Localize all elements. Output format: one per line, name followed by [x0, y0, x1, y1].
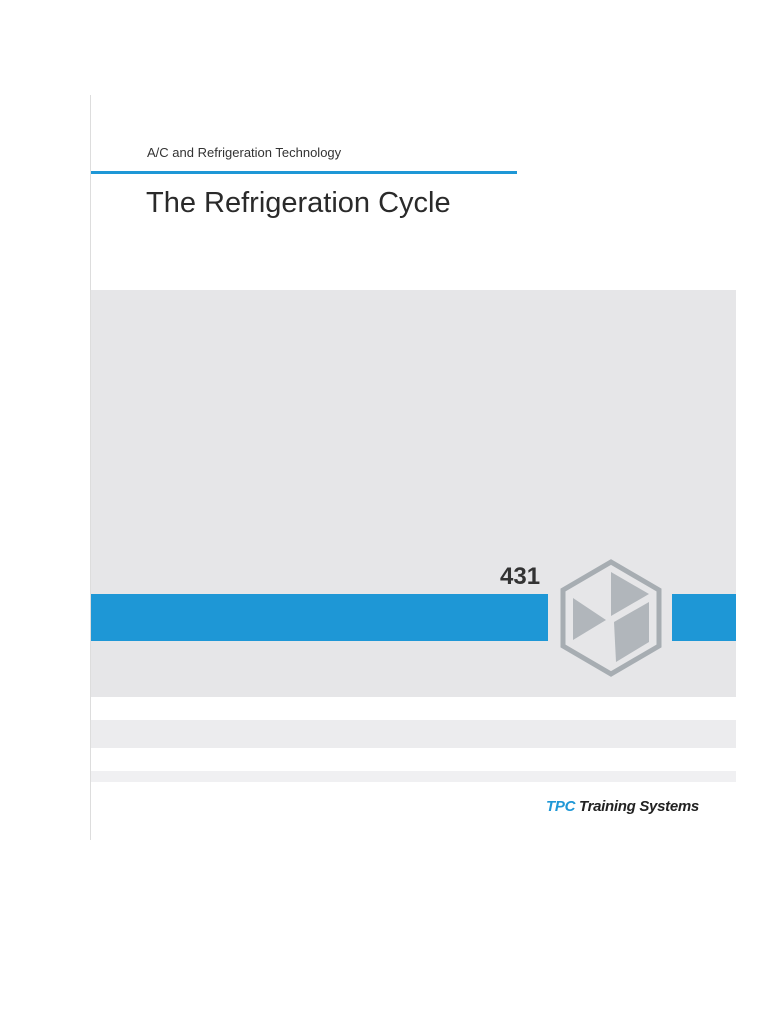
brand-name: Training Systems [578, 798, 699, 815]
module-number: 431 [500, 563, 541, 590]
title: The Refrigeration Cycle [146, 187, 451, 219]
stripe [91, 771, 736, 782]
header-rule [91, 171, 517, 174]
blue-band [672, 594, 736, 641]
hexagon-logo [560, 559, 662, 677]
brand-tpc: TPC [546, 798, 576, 815]
blue-band [91, 594, 548, 641]
brand: TPC Training Systems [546, 798, 699, 815]
stripe [91, 720, 736, 748]
series-label: A/C and Refrigeration Technology [147, 145, 342, 160]
left-rule [90, 95, 91, 840]
